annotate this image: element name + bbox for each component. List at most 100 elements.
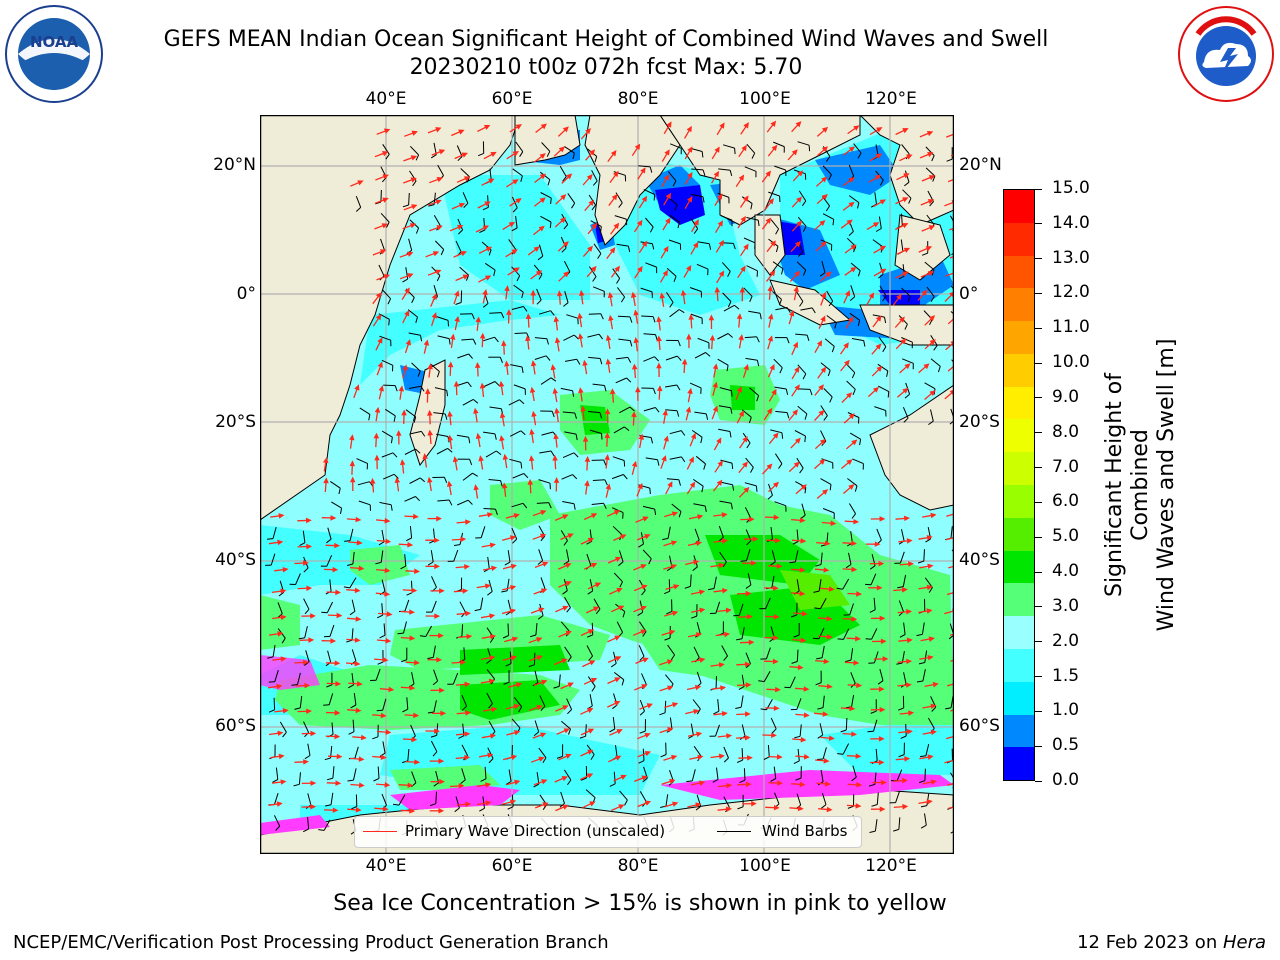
wind-barb-flag bbox=[520, 175, 523, 182]
wave-direction-arrowhead bbox=[928, 636, 935, 642]
wind-barb-staff bbox=[326, 601, 334, 613]
wave-direction-arrowhead bbox=[554, 407, 560, 414]
wave-direction-arrowhead bbox=[685, 265, 692, 272]
footer-host: Hera bbox=[1222, 932, 1266, 953]
wind-barb-staff bbox=[452, 672, 459, 685]
wind-barb-staff bbox=[613, 426, 625, 434]
wave-direction-arrow bbox=[948, 565, 954, 569]
wave-direction-arrowhead bbox=[745, 682, 752, 688]
wave-direction-arrowhead bbox=[407, 251, 414, 257]
wind-barb-staff bbox=[513, 284, 524, 293]
wave-direction-arrowhead bbox=[772, 585, 779, 591]
wind-barb-flag bbox=[519, 399, 525, 405]
lat-tick-right: 20°N bbox=[959, 155, 1002, 175]
wave-direction-arrowhead bbox=[509, 535, 517, 541]
wind-barb-staff bbox=[749, 387, 759, 396]
wave-direction-arrowhead bbox=[776, 754, 783, 760]
wave-direction-arrowhead bbox=[848, 201, 855, 208]
wave-direction-arrowhead bbox=[766, 463, 773, 470]
colorbar-tick-mark bbox=[1035, 536, 1042, 538]
wind-barb-flag bbox=[674, 204, 678, 211]
wind-barb-flag bbox=[562, 590, 568, 595]
wind-barb-staff bbox=[381, 359, 394, 366]
wave-direction-arrowhead bbox=[405, 339, 412, 346]
wave-direction-arrowhead bbox=[582, 435, 589, 442]
wave-direction-arrowhead bbox=[452, 456, 459, 463]
wind-barb-flag bbox=[879, 179, 884, 186]
wind-barb-staff bbox=[745, 652, 751, 664]
wave-direction-arrowhead bbox=[484, 275, 492, 281]
colorbar-tick-mark bbox=[1035, 258, 1042, 260]
wind-barb-flag bbox=[672, 180, 677, 187]
wave-direction-arrowhead bbox=[354, 637, 361, 643]
wave-direction-arrowhead bbox=[797, 805, 804, 812]
colorbar-tick-mark bbox=[1035, 710, 1042, 712]
wind-barb-staff bbox=[789, 676, 796, 688]
wind-barb-staff bbox=[437, 335, 450, 340]
wind-barb-flag bbox=[739, 779, 746, 784]
wind-barb-flag bbox=[652, 316, 656, 323]
wind-barb-staff bbox=[411, 771, 417, 783]
wind-barb-staff bbox=[717, 699, 720, 712]
wind-barb-flag bbox=[411, 297, 415, 304]
wind-barb-staff bbox=[559, 165, 567, 177]
wind-barb-staff bbox=[540, 377, 552, 385]
wind-barb-staff bbox=[436, 316, 449, 321]
wave-direction-arrowhead bbox=[277, 730, 284, 737]
wave-direction-arrowhead bbox=[504, 285, 510, 292]
wave-direction-arrowhead bbox=[552, 454, 558, 461]
wind-barb-flag bbox=[433, 782, 439, 787]
wave-direction-arrowhead bbox=[853, 518, 860, 525]
wind-barb-staff bbox=[436, 433, 449, 437]
wave-direction-arrowhead bbox=[439, 778, 445, 785]
wave-direction-arrowhead bbox=[384, 517, 391, 524]
wind-barb-staff bbox=[689, 382, 702, 389]
wave-direction-arrowhead bbox=[349, 476, 356, 483]
wave-direction-arrowhead bbox=[671, 610, 679, 617]
wind-barb-staff bbox=[304, 626, 308, 639]
wind-barb-flag bbox=[392, 452, 398, 458]
wind-barb-staff bbox=[563, 769, 572, 781]
wind-barb-flag bbox=[521, 292, 524, 299]
wind-barb-staff bbox=[690, 218, 699, 229]
wind-barb-staff bbox=[797, 141, 810, 146]
wave-direction-arrowhead bbox=[485, 782, 492, 788]
wave-direction-arrowhead bbox=[411, 130, 418, 136]
wave-direction-arrowhead bbox=[669, 629, 676, 636]
wind-barb-staff bbox=[870, 573, 877, 585]
wave-direction-arrowhead bbox=[360, 734, 367, 741]
colorbar-tick-label: 0.0 bbox=[1052, 770, 1080, 790]
wave-direction-arrowhead bbox=[612, 170, 619, 178]
wind-barb-staff bbox=[852, 765, 857, 778]
wind-barb-flag bbox=[623, 474, 628, 480]
wind-barb-flag bbox=[556, 755, 563, 759]
wave-direction-arrowhead bbox=[542, 802, 549, 808]
wave-direction-arrowhead bbox=[663, 435, 669, 442]
wind-barb-staff bbox=[298, 772, 301, 785]
wave-direction-arrowhead bbox=[638, 433, 645, 440]
wind-barb-staff bbox=[763, 670, 771, 682]
wave-direction-arrowhead bbox=[409, 685, 416, 691]
wave-direction-arrowhead bbox=[820, 241, 827, 248]
wave-direction-arrowhead bbox=[563, 271, 570, 278]
wind-barb-flag bbox=[799, 301, 804, 307]
wind-barb-flag bbox=[503, 681, 510, 685]
wave-direction-arrowhead bbox=[796, 220, 803, 227]
wind-barb-flag bbox=[419, 477, 426, 483]
wave-direction-arrowhead bbox=[640, 564, 647, 570]
wind-barb-flag bbox=[620, 296, 626, 303]
wind-barb-staff bbox=[330, 792, 334, 805]
wind-barb-flag bbox=[705, 352, 711, 357]
wave-direction-arrowhead bbox=[903, 247, 911, 253]
wind-barb-staff bbox=[359, 407, 371, 415]
wind-barb-staff bbox=[819, 598, 827, 610]
wind-barb-flag bbox=[651, 243, 655, 250]
wind-barb-flag bbox=[618, 202, 623, 208]
wave-direction-arrowhead bbox=[681, 358, 688, 365]
wind-barb-staff bbox=[694, 528, 700, 541]
wind-barb-flag bbox=[845, 564, 852, 569]
wave-direction-arrowhead bbox=[553, 433, 559, 440]
wind-barb-flag bbox=[304, 608, 310, 615]
wind-barb-staff bbox=[591, 170, 598, 182]
wind-barb-flag bbox=[489, 637, 495, 643]
